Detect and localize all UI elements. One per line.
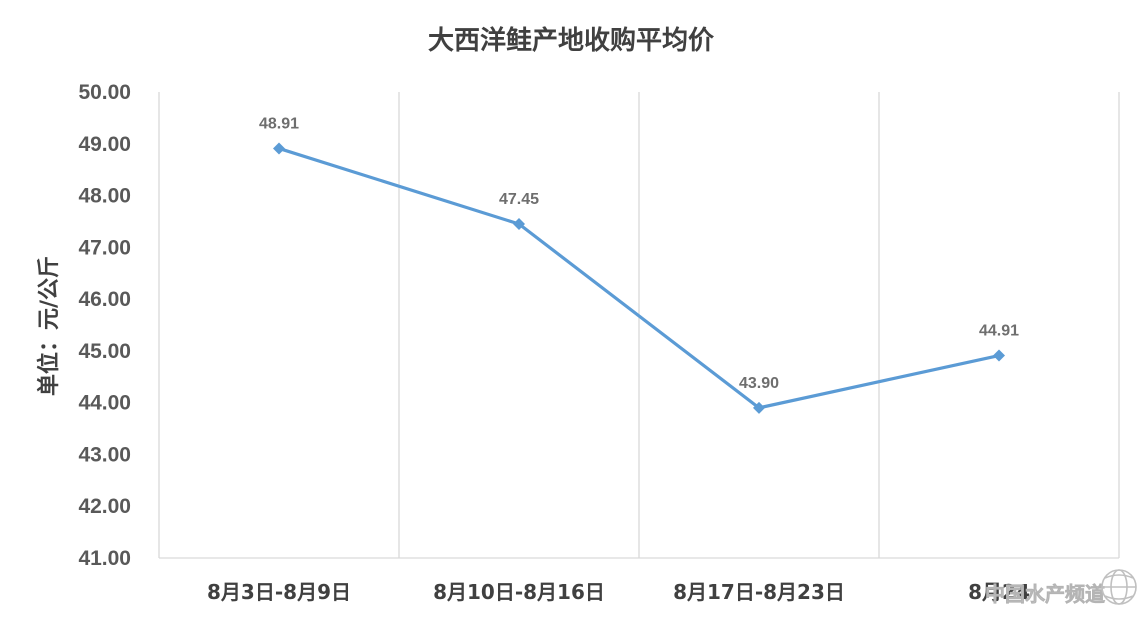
y-tick-label: 41.00 [78,547,131,570]
data-point-marker [273,142,285,155]
y-tick-label: 48.00 [78,185,131,208]
y-axis-label: 单位：元/公斤 [36,256,62,396]
globe-icon [1101,569,1137,605]
y-tick-label: 47.00 [78,236,131,259]
data-label: 48.91 [259,115,299,132]
watermark-text: 中国水产频道 [985,582,1105,606]
x-tick-label: 8月17日-8月23日 [673,580,845,604]
y-tick-label: 46.00 [78,288,131,311]
y-tick-label: 50.00 [78,81,131,104]
data-point-marker [513,218,525,231]
data-point-marker [753,401,765,414]
data-point-marker [993,349,1005,362]
y-tick-label: 42.00 [78,495,131,518]
data-label: 43.90 [739,375,779,392]
x-tick-label: 8月3日-8月9日 [207,580,351,604]
watermark: 中国水产频道 [985,569,1137,606]
y-tick-label: 43.00 [78,443,131,466]
x-tick-label: 8月10日-8月16日 [433,580,605,604]
x-tick-label: 8月24 [968,580,1030,604]
y-tick-label: 45.00 [78,340,131,363]
y-tick-label: 44.00 [78,392,131,415]
y-tick-label: 49.00 [78,133,131,156]
data-label: 47.45 [499,191,539,208]
x-axis-ticks: 8月3日-8月9日 8月10日-8月16日 8月17日-8月23日 8月24 [207,580,1030,604]
gridlines [158,92,1120,558]
data-labels: 48.91 47.45 43.90 44.91 [259,115,1019,391]
series [273,142,1005,414]
chart-title: 大西洋鲑产地收购平均价 [428,25,715,56]
y-axis-ticks: 41.00 42.00 43.00 44.00 45.00 46.00 47.00 48.00… [78,81,131,570]
series-line [277,146,1001,410]
data-label: 44.91 [979,323,1019,340]
